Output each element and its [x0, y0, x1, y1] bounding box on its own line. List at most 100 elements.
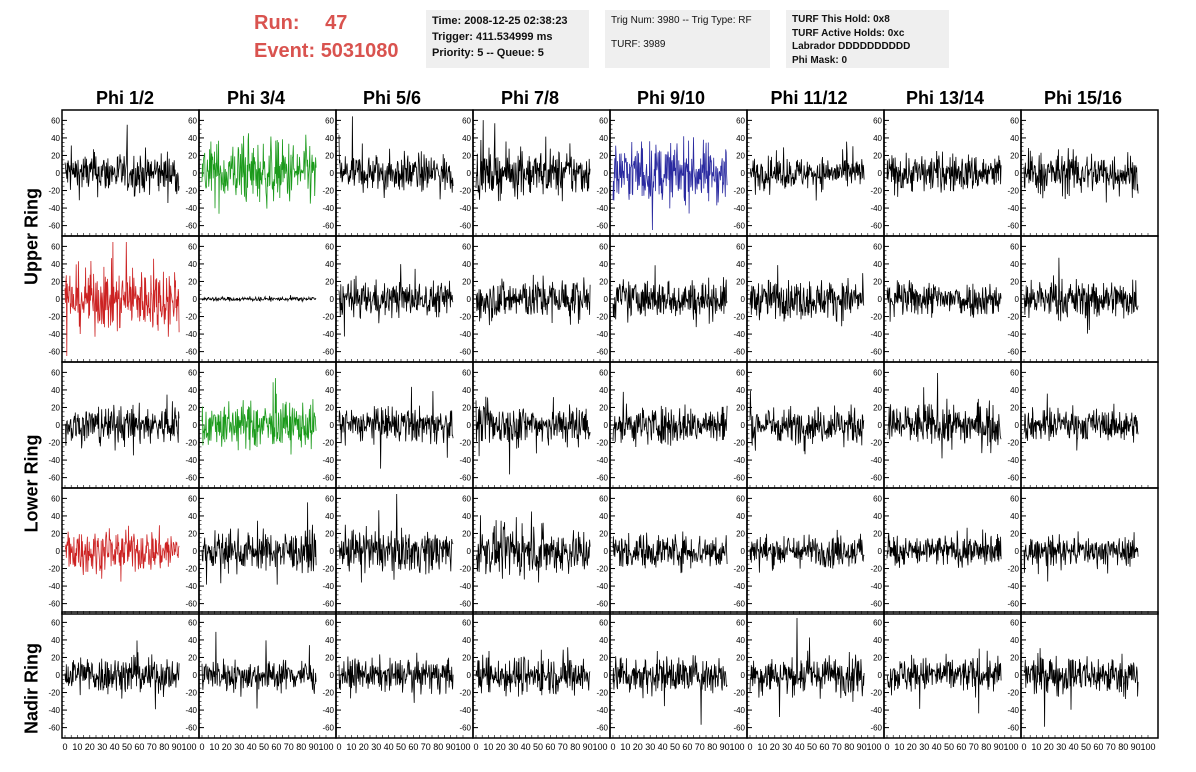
y-tick-label: 20 — [599, 277, 608, 286]
x-tick-label: 20 — [633, 742, 643, 752]
x-tick-label: 40 — [795, 742, 805, 752]
y-tick-label: 0 — [193, 169, 198, 178]
event-label: Event: 5031080 — [254, 40, 399, 63]
y-tick-label: 0 — [604, 295, 609, 304]
x-tick-label: 40 — [384, 742, 394, 752]
y-tick-label: 0 — [467, 547, 472, 556]
panel-r5-c2: -60 -40 -20 0 20 40 60 — [185, 611, 337, 739]
x-tick-label: 80 — [1118, 742, 1128, 752]
y-tick-label: -60 — [48, 348, 60, 357]
x-tick-label: 60 — [545, 742, 555, 752]
waveform-trace — [338, 386, 454, 469]
y-tick-label: 60 — [736, 494, 745, 503]
y-tick-label: 20 — [325, 151, 334, 160]
y-tick-label: 0 — [467, 295, 472, 304]
waveform-trace — [64, 394, 180, 456]
y-tick-label: -60 — [459, 348, 471, 357]
x-tick-label: 70 — [147, 742, 157, 752]
y-tick-label: 0 — [604, 671, 609, 680]
turf-hold-line: TURF This Hold: 0x8 — [792, 14, 890, 25]
y-tick-label: 40 — [1010, 134, 1019, 143]
x-tick-label: 10 — [346, 742, 356, 752]
y-tick-label: -40 — [322, 582, 334, 591]
y-tick-label: 0 — [56, 671, 61, 680]
x-tick-label: 10 — [620, 742, 630, 752]
y-tick-label: -40 — [459, 706, 471, 715]
x-tick-label: 10 — [209, 742, 219, 752]
y-tick-label: 60 — [736, 618, 745, 627]
x-tick-label: 100 — [181, 742, 196, 752]
waveform-trace — [749, 529, 865, 573]
y-tick-label: -20 — [870, 187, 882, 196]
y-tick-label: -40 — [185, 456, 197, 465]
y-tick-label: 60 — [599, 368, 608, 377]
x-tick-label: 20 — [907, 742, 917, 752]
y-tick-label: 20 — [51, 403, 60, 412]
y-tick-label: 60 — [462, 618, 471, 627]
y-tick-label: 20 — [462, 151, 471, 160]
y-tick-label: 20 — [1010, 529, 1019, 538]
y-tick-label: -60 — [596, 348, 608, 357]
y-tick-label: 0 — [741, 169, 746, 178]
x-tick-label: 90 — [720, 742, 730, 752]
x-tick-label: 0 — [336, 742, 341, 752]
y-tick-label: 0 — [1015, 421, 1020, 430]
turf-info-box: TURF This Hold: 0x8 TURF Active Holds: 0… — [786, 10, 949, 68]
panel-r3-c8: -60 -40 -20 0 20 40 60 — [1007, 361, 1159, 489]
y-tick-label: 40 — [188, 260, 197, 269]
waveform-trace — [338, 116, 454, 200]
y-tick-label: 60 — [599, 242, 608, 251]
waveform-trace — [201, 631, 317, 709]
y-tick-label: -20 — [733, 565, 745, 574]
y-tick-label: -60 — [322, 348, 334, 357]
y-tick-label: -60 — [459, 222, 471, 231]
y-tick-label: -40 — [1007, 204, 1019, 213]
y-tick-label: 20 — [188, 529, 197, 538]
y-tick-label: -40 — [870, 706, 882, 715]
panel-r2-c7: -60 -40 -20 0 20 40 60 — [870, 235, 1022, 363]
run-value: 47 — [325, 12, 348, 34]
y-tick-label: -60 — [322, 474, 334, 483]
x-tick-label: 80 — [570, 742, 580, 752]
y-tick-label: -20 — [48, 689, 60, 698]
y-tick-label: -20 — [185, 439, 197, 448]
x-tick-label: 90 — [583, 742, 593, 752]
y-tick-label: 0 — [193, 295, 198, 304]
y-tick-label: -20 — [870, 689, 882, 698]
x-tick-label: 70 — [832, 742, 842, 752]
y-tick-label: 20 — [1010, 151, 1019, 160]
panel-r5-c7: -60 -40 -20 0 20 40 60 — [870, 611, 1022, 739]
y-tick-label: 60 — [1010, 494, 1019, 503]
y-tick-label: -40 — [870, 330, 882, 339]
y-tick-label: 20 — [873, 151, 882, 160]
y-tick-label: -40 — [596, 706, 608, 715]
y-tick-label: -20 — [596, 439, 608, 448]
y-tick-label: 40 — [873, 386, 882, 395]
y-tick-label: 40 — [462, 386, 471, 395]
panel-frame — [335, 361, 474, 489]
panel-r3-c3: -60 -40 -20 0 20 40 60 — [322, 361, 474, 489]
y-tick-label: -20 — [48, 187, 60, 196]
y-tick-label: -40 — [733, 456, 745, 465]
x-tick-label: 70 — [421, 742, 431, 752]
phi-label-6: Phi 11/12 — [770, 88, 848, 108]
y-tick-label: 20 — [599, 529, 608, 538]
y-tick-label: 60 — [736, 368, 745, 377]
y-tick-label: 60 — [599, 116, 608, 125]
y-tick-label: -60 — [596, 222, 608, 231]
y-tick-label: 60 — [51, 116, 60, 125]
y-tick-label: 40 — [462, 260, 471, 269]
phi-label-5: Phi 9/10 — [636, 88, 706, 108]
y-tick-label: -60 — [733, 348, 745, 357]
y-tick-label: 40 — [325, 134, 334, 143]
x-tick-label: 90 — [994, 742, 1004, 752]
x-tick-label: 90 — [1131, 742, 1141, 752]
panel-r5-c3: -60 -40 -20 0 20 40 60 — [322, 611, 474, 739]
y-tick-label: -40 — [322, 204, 334, 213]
y-tick-label: 40 — [51, 636, 60, 645]
x-tick-label: 50 — [1081, 742, 1091, 752]
y-tick-label: 20 — [462, 403, 471, 412]
y-tick-label: 60 — [188, 494, 197, 503]
y-tick-label: -20 — [1007, 689, 1019, 698]
y-tick-label: -40 — [1007, 456, 1019, 465]
